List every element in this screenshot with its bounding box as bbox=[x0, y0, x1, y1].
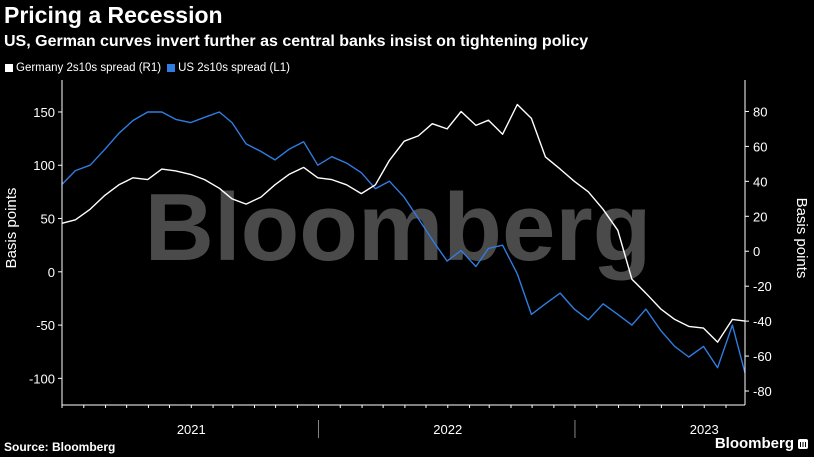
right-tick-label: 20 bbox=[753, 209, 767, 224]
brand-logo: Bloomberg bbox=[715, 435, 808, 452]
right-tick-label: 40 bbox=[753, 174, 767, 189]
left-tick-label: -100 bbox=[29, 371, 55, 386]
legend-swatch-germany bbox=[5, 64, 13, 72]
right-axis-label: Basis points bbox=[793, 198, 810, 279]
chart-subtitle: US, German curves invert further as cent… bbox=[4, 33, 589, 50]
germany-spread-line bbox=[61, 103, 746, 343]
legend-item-germany: Germany 2s10s spread (R1) bbox=[5, 62, 161, 74]
right-tick-label: -40 bbox=[753, 314, 772, 329]
right-tick-label: 60 bbox=[753, 139, 767, 154]
right-tick-label: 0 bbox=[753, 244, 760, 259]
year-label: 2021 bbox=[177, 422, 206, 437]
left-tick-label: 150 bbox=[33, 105, 55, 120]
legend-label-us: US 2s10s spread (L1) bbox=[178, 62, 290, 74]
year-label: 2022 bbox=[433, 422, 462, 437]
right-tick-label: -60 bbox=[753, 349, 772, 364]
legend-item-us: US 2s10s spread (L1) bbox=[167, 62, 290, 74]
left-tick-label: 0 bbox=[48, 265, 55, 280]
right-tick-label: -20 bbox=[753, 279, 772, 294]
brand-text: Bloomberg bbox=[714, 435, 794, 452]
legend: Germany 2s10s spread (R1) US 2s10s sprea… bbox=[5, 62, 296, 74]
series-group bbox=[61, 103, 746, 374]
right-tick-label: -80 bbox=[753, 384, 772, 399]
left-axis-label: Basis points bbox=[3, 188, 20, 269]
watermark: Bloomberg bbox=[145, 174, 652, 281]
legend-label-germany: Germany 2s10s spread (R1) bbox=[16, 62, 162, 74]
left-tick-label: -50 bbox=[36, 318, 55, 333]
right-tick-label: 80 bbox=[753, 104, 767, 119]
chart-title: Pricing a Recession bbox=[4, 2, 223, 28]
left-tick-label: 50 bbox=[41, 212, 55, 227]
bar-chart-icon bbox=[798, 438, 808, 449]
axes-group: 150 100 50 0 -50 -100 80 60 40 20 0 -20 -40 -60 -80 202… bbox=[29, 80, 772, 438]
legend-swatch-us bbox=[167, 64, 176, 72]
source-note: Source: Bloomberg bbox=[4, 440, 116, 454]
left-tick-label: 100 bbox=[33, 158, 55, 173]
year-label: 2023 bbox=[690, 422, 719, 437]
us-spread-line bbox=[61, 111, 746, 374]
